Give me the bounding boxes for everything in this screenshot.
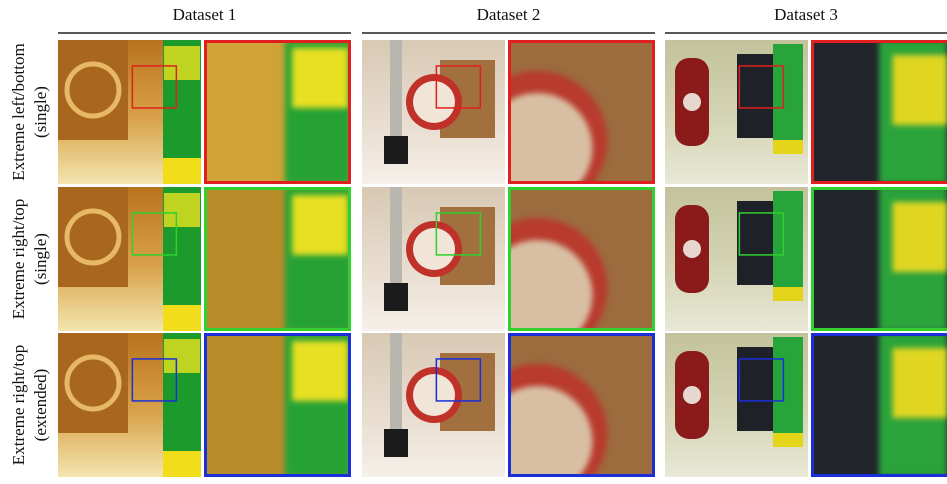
glue-cap	[773, 287, 803, 301]
glue-cap	[773, 433, 803, 447]
scene-image	[665, 333, 808, 477]
ruler	[390, 40, 402, 138]
ruler-base	[384, 136, 408, 164]
scene-image	[362, 333, 505, 477]
zoom-letters	[893, 202, 947, 272]
bottle-dial	[683, 93, 701, 111]
glue-cap	[163, 451, 201, 477]
scene-image	[362, 187, 505, 331]
glue-stick	[773, 337, 803, 445]
ruler-base	[384, 429, 408, 457]
row-label: (single)	[31, 233, 50, 285]
bottle-dial	[683, 386, 701, 404]
zoom-image	[811, 40, 947, 184]
column-header: Dataset 1	[173, 5, 237, 24]
zoom-image	[204, 187, 351, 331]
glue-stick	[773, 191, 803, 299]
glue-label	[164, 339, 200, 373]
glue-label	[164, 193, 200, 227]
clock-face	[413, 81, 455, 123]
scene-image	[58, 187, 201, 331]
zoom-image	[811, 187, 947, 331]
clock-face	[413, 228, 455, 270]
row-label: Extreme left/bottom	[9, 43, 28, 180]
zoom-letters	[292, 48, 348, 108]
glue-stick	[773, 44, 803, 152]
scene-image	[665, 187, 808, 331]
scene-image	[362, 40, 505, 184]
column-header: Dataset 2	[477, 5, 541, 24]
bottle-dial	[683, 240, 701, 258]
row-label: Extreme right/top	[9, 345, 28, 465]
zoom-letters	[893, 55, 947, 125]
zoom-letters	[292, 195, 348, 255]
glue-cap	[773, 140, 803, 154]
figure: Dataset 1 Dataset 2 Dataset 3 Extreme left/…	[0, 0, 947, 479]
clock-face	[413, 374, 455, 416]
zoom-image	[811, 333, 947, 477]
column-header: Dataset 3	[774, 5, 838, 24]
zoom-letters	[292, 341, 348, 401]
ruler-base	[384, 283, 408, 311]
zoom-image	[204, 333, 351, 477]
glue-cap	[163, 305, 201, 331]
scene-image	[58, 40, 201, 184]
zoom-image	[204, 40, 351, 184]
scene-image	[58, 333, 201, 477]
zoom-letters	[893, 348, 947, 418]
row-label: (single)	[31, 86, 50, 138]
ruler	[390, 333, 402, 431]
scene-image	[665, 40, 808, 184]
row-label: (extended)	[31, 369, 50, 442]
row-label: Extreme right/top	[9, 199, 28, 319]
glue-label	[164, 46, 200, 80]
ruler	[390, 187, 402, 285]
glue-cap	[163, 158, 201, 184]
